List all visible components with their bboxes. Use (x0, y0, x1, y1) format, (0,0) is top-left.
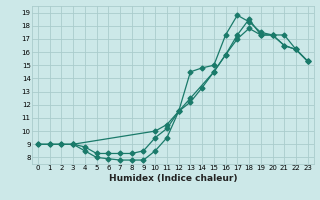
X-axis label: Humidex (Indice chaleur): Humidex (Indice chaleur) (108, 174, 237, 183)
